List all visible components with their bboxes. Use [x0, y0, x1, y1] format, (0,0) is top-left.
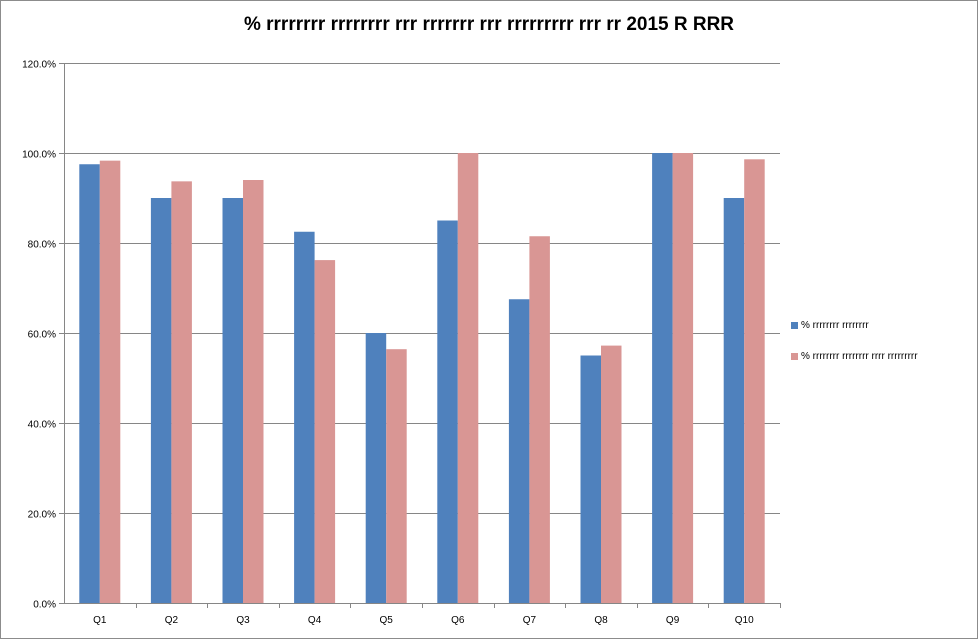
bar-q1-series-1: [79, 164, 100, 603]
bar-q4-series-1: [294, 231, 315, 603]
y-tick-label: 40.0%: [28, 420, 56, 431]
y-tick-label: 80.0%: [28, 240, 56, 251]
bar-q6-series-2: [457, 153, 479, 603]
y-tick-label: 0.0%: [33, 600, 56, 611]
legend-label-series-1: % rrrrrrrr rrrrrrrr: [801, 319, 869, 331]
y-tick-label: 100.0%: [22, 150, 56, 161]
bar-q9-series-1: [652, 153, 673, 603]
bar-q7-series-1: [508, 299, 530, 603]
x-tick-label: Q8: [594, 615, 608, 626]
legend-item-series-2: % rrrrrrrr rrrrrrrr rrrr rrrrrrrrr: [791, 349, 976, 363]
bar-q3-series-1: [222, 198, 243, 603]
bar-q2-series-1: [150, 198, 172, 603]
x-tick-label: Q1: [93, 615, 107, 626]
legend-label-series-2: % rrrrrrrr rrrrrrrr rrrr rrrrrrrrr: [801, 350, 918, 362]
x-tick-label: Q3: [236, 615, 250, 626]
chart-title: % rrrrrrrr rrrrrrrr rrr rrrrrrr rrr rrrr…: [243, 14, 735, 35]
chart-legend: % rrrrrrrr rrrrrrrr % rrrrrrrr rrrrrrrr …: [791, 318, 976, 380]
x-tick-label: Q4: [308, 615, 322, 626]
bar-q5-series-2: [386, 349, 407, 603]
bar-q10-series-1: [723, 198, 745, 603]
y-tick-label: 120.0%: [22, 60, 56, 71]
y-tick-label: 20.0%: [28, 510, 56, 521]
bar-q7-series-2: [529, 236, 550, 603]
bar-q6-series-1: [437, 220, 458, 603]
bar-q8-series-2: [601, 345, 622, 603]
x-tick-label: Q2: [165, 615, 179, 626]
bar-q2-series-2: [171, 181, 192, 603]
legend-swatch-series-1: [791, 321, 798, 329]
legend-item-series-1: % rrrrrrrr rrrrrrrr: [791, 318, 976, 332]
bar-q4-series-2: [314, 260, 336, 603]
x-tick-label: Q9: [666, 615, 680, 626]
bar-q3-series-2: [243, 180, 264, 603]
x-tick-label: Q5: [380, 615, 394, 626]
bar-q10-series-2: [744, 159, 765, 604]
y-tick-label: 60.0%: [28, 330, 56, 341]
bar-q5-series-1: [365, 333, 387, 603]
x-tick-label: Q6: [451, 615, 465, 626]
legend-swatch-series-2: [791, 352, 798, 360]
bar-q9-series-2: [672, 153, 694, 603]
x-tick-label: Q7: [523, 615, 537, 626]
bar-q8-series-1: [580, 355, 601, 603]
bar-q1-series-2: [99, 160, 121, 603]
x-tick-label: Q10: [735, 615, 754, 626]
